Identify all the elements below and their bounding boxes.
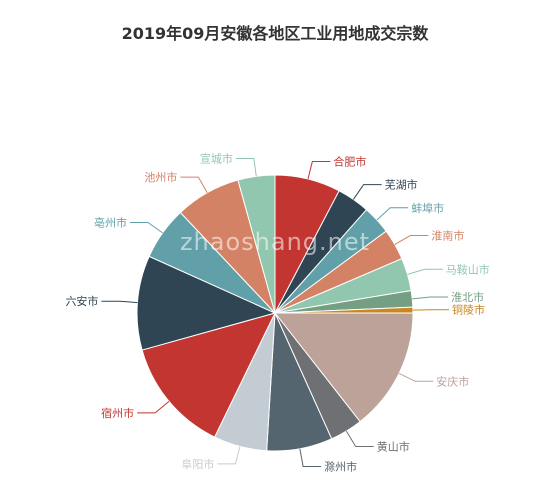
label-leader-line xyxy=(376,207,409,221)
slice-label: 淮南市 xyxy=(431,229,464,243)
pie-slice xyxy=(237,174,276,314)
label-leader-line xyxy=(398,372,434,382)
label-leader-line xyxy=(352,184,382,200)
slice-label: 滁州市 xyxy=(324,459,357,473)
pie-slices xyxy=(136,174,414,452)
label-leader-line xyxy=(407,268,443,275)
slice-label: 蚌埠市 xyxy=(411,201,444,215)
label-leader-line xyxy=(394,235,429,245)
slice-label: 安庆市 xyxy=(436,374,469,388)
label-leader-line xyxy=(307,161,331,180)
label-leader-line xyxy=(412,296,449,300)
pie-slice xyxy=(141,312,276,438)
slice-label: 黄山市 xyxy=(377,440,410,454)
slice-label: 阜阳市 xyxy=(181,457,214,471)
chart-title: 2019年09月安徽各地区工业用地成交宗数 xyxy=(121,24,429,43)
pie-slice xyxy=(273,312,414,423)
slice-label: 池州市 xyxy=(144,170,177,184)
label-leader-line xyxy=(299,448,322,467)
label-leader-line xyxy=(180,176,208,194)
slice-label: 宿州市 xyxy=(101,406,134,420)
slice-label: 六安市 xyxy=(65,294,98,308)
label-leader-line xyxy=(101,300,138,304)
label-leader-line xyxy=(217,446,241,465)
slice-label: 淮北市 xyxy=(451,290,484,304)
pie-slice xyxy=(136,255,277,351)
slice-label: 马鞍山市 xyxy=(446,262,490,276)
label-leader-line xyxy=(137,400,170,414)
slice-label: 亳州市 xyxy=(94,215,127,229)
label-leader-line xyxy=(345,430,374,448)
slice-label: 芜湖市 xyxy=(385,178,418,192)
label-leader-line xyxy=(235,157,257,177)
label-leader-line xyxy=(129,221,163,234)
slice-label: 铜陵市 xyxy=(452,303,485,317)
slice-label: 宣城市 xyxy=(200,151,233,165)
slice-label: 合肥市 xyxy=(333,155,366,169)
